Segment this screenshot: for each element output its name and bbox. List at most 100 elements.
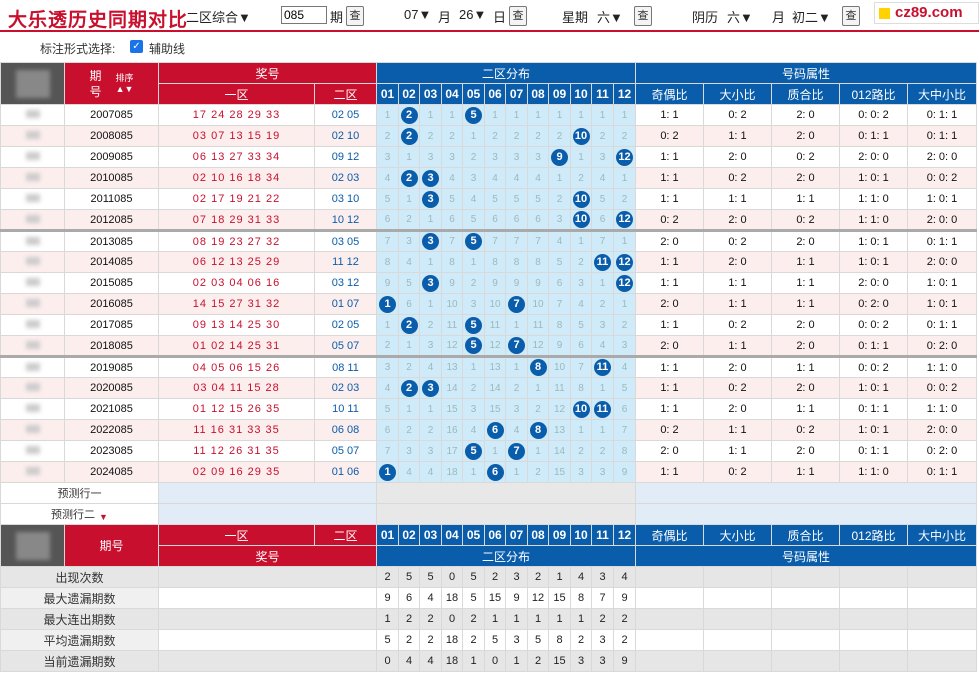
dist-cell: 5 xyxy=(613,377,636,399)
row-thumb xyxy=(0,398,65,420)
num-header-01: 01 xyxy=(376,83,399,105)
stat-value: 2 xyxy=(527,650,549,672)
predict-row-label[interactable]: 预测行二 ▼ xyxy=(0,503,159,525)
stat-value: 9 xyxy=(505,587,528,609)
row-back-numbers: 02 03 xyxy=(314,377,377,399)
row-issue: 2015085 xyxy=(64,272,159,294)
hit-ball: 10 xyxy=(572,127,590,145)
predict-input-cell[interactable] xyxy=(158,503,377,525)
issue-header[interactable]: 期号 排序 ▲▼ xyxy=(64,62,159,105)
lunar-day-select[interactable]: 初二▼ xyxy=(792,10,831,25)
aux-line-checkbox[interactable]: ✓ xyxy=(130,40,143,53)
stat-empty xyxy=(703,650,772,672)
attr-cell: 0: 2 xyxy=(703,229,772,252)
row-issue: 2017085 xyxy=(64,314,159,336)
table-row: 2011085 02 17 19 21 22 03 10 5 1 3 5 4 5 5 5 2 10 5 2 1… xyxy=(0,188,977,210)
predict-input-cell[interactable] xyxy=(158,482,377,504)
query-week-button[interactable]: 查 xyxy=(634,6,652,26)
foot-num-header-07: 07 xyxy=(505,524,528,546)
dist-cell: 10 xyxy=(570,188,592,210)
dist-cell: 3 xyxy=(527,146,549,168)
stat-value: 0 xyxy=(441,566,463,588)
stat-value: 1 xyxy=(462,650,485,672)
prize-header: 奖号 xyxy=(158,62,377,84)
stat-value: 4 xyxy=(419,587,442,609)
stat-value: 1 xyxy=(527,608,549,630)
dist-cell: 3 xyxy=(441,146,463,168)
dist-cell: 6 xyxy=(570,335,592,357)
attr-cell: 1: 0: 1 xyxy=(907,272,977,294)
dist-cell: 5 xyxy=(462,314,485,336)
hit-ball: 7 xyxy=(508,442,525,460)
row-front-numbers: 03 07 13 15 19 xyxy=(158,125,315,147)
dist-cell: 10 xyxy=(570,398,592,420)
stat-value: 0 xyxy=(484,650,506,672)
attr-cell: 0: 2 xyxy=(771,419,840,441)
dist-cell: 4 xyxy=(376,377,399,399)
dist-cell: 5 xyxy=(376,188,399,210)
dist-cell: 1 xyxy=(462,251,485,273)
dist-cell: 13 xyxy=(548,419,571,441)
month-unit: 月 xyxy=(438,10,452,25)
dist-cell: 1 xyxy=(419,104,442,126)
query-date-button[interactable]: 查 xyxy=(509,6,527,26)
predict-row-label[interactable]: 预测行一 xyxy=(0,482,159,504)
month-select[interactable]: 07▼ xyxy=(404,7,432,22)
row-thumb xyxy=(0,251,65,273)
predict-dist-cell[interactable] xyxy=(376,503,636,525)
stat-value: 5 xyxy=(462,566,485,588)
hit-ball: 10 xyxy=(572,190,590,208)
hit-ball: 2 xyxy=(400,127,418,145)
stat-value: 2 xyxy=(398,629,420,651)
attr-cell: 1: 0: 1 xyxy=(839,167,908,189)
row-front-numbers: 08 19 23 27 32 xyxy=(158,229,315,252)
dist-cell: 1 xyxy=(398,335,420,357)
dist-cell: 12 xyxy=(613,251,636,273)
dist-cell: 1 xyxy=(613,167,636,189)
stat-value: 5 xyxy=(462,587,485,609)
sort-control[interactable]: 排序 ▲▼ xyxy=(115,72,134,94)
dist-cell: 8 xyxy=(376,251,399,273)
dist-cell: 2 xyxy=(462,272,485,294)
hit-ball: 1 xyxy=(379,295,396,313)
zone-select[interactable]: 二区综合▼ xyxy=(186,10,251,25)
query-issue-button[interactable]: 查 xyxy=(346,6,364,26)
chevron-down-icon: ▼ xyxy=(610,10,623,25)
num-header-06: 06 xyxy=(484,83,506,105)
day-select[interactable]: 26▼ xyxy=(459,7,487,22)
attr-cell: 1: 1 xyxy=(635,377,704,399)
dist-cell: 7 xyxy=(376,440,399,462)
attr-cell: 1: 1: 0 xyxy=(907,355,977,378)
week-label: 星期 xyxy=(562,10,589,25)
dist-cell: 1 xyxy=(527,440,549,462)
attr-col-header: 大中小比 xyxy=(907,83,977,105)
attr-cell: 1: 1 xyxy=(635,251,704,273)
row-back-numbers: 01 06 xyxy=(314,461,377,483)
dist-cell: 7 xyxy=(484,229,506,252)
hit-ball: 3 xyxy=(422,190,439,208)
dist-cell: 4 xyxy=(398,251,420,273)
table-row: 2021085 01 12 15 26 35 10 11 5 1 1 15 3 15 3 2 12 10… xyxy=(0,398,977,420)
week-select[interactable]: 六▼ xyxy=(597,10,623,25)
dist-cell: 14 xyxy=(484,377,506,399)
num-header-02: 02 xyxy=(398,83,420,105)
dist-cell: 5 xyxy=(484,188,506,210)
dist-cell: 2 xyxy=(527,125,549,147)
lunar-month-select[interactable]: 六▼ xyxy=(727,10,753,25)
attr-cell: 2: 0 xyxy=(703,209,772,231)
stat-value: 2 xyxy=(419,608,442,630)
row-back-numbers: 05 07 xyxy=(314,440,377,462)
issue-input[interactable]: 085 xyxy=(281,6,327,24)
row-issue: 2024085 xyxy=(64,461,159,483)
attr-cell: 0: 1: 1 xyxy=(839,440,908,462)
issue-header-label: 期号 xyxy=(89,68,102,99)
predict-dist-cell[interactable] xyxy=(376,482,636,504)
query-lunar-button[interactable]: 查 xyxy=(842,6,860,26)
dist-cell: 2 xyxy=(591,125,614,147)
dist-cell: 3 xyxy=(548,209,571,231)
table-row: 2023085 11 12 26 31 35 05 07 7 3 3 17 5 1 7 1 14 2 2 8… xyxy=(0,440,977,462)
site-logo[interactable]: cz89.com xyxy=(874,2,979,24)
dist-cell: 2 xyxy=(398,419,420,441)
stat-value: 2 xyxy=(613,629,636,651)
dist-cell: 4 xyxy=(505,167,528,189)
